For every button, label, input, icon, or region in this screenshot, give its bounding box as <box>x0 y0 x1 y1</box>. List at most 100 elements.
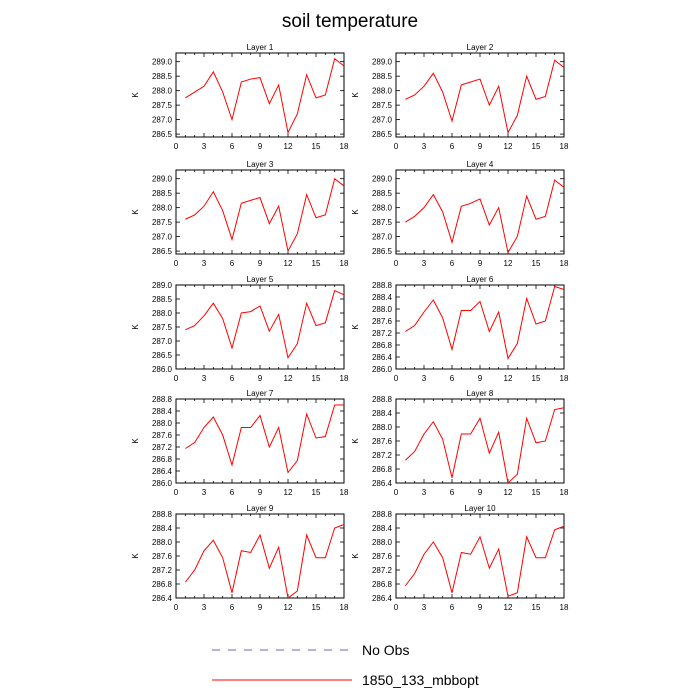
y-tick-label: 287.0 <box>372 116 393 125</box>
x-tick-label: 12 <box>504 603 513 612</box>
x-tick-label: 12 <box>284 142 293 151</box>
series-line <box>185 57 345 135</box>
x-tick-label: 18 <box>560 259 569 268</box>
x-tick-label: 15 <box>532 142 541 151</box>
panel-title: Layer 7 <box>247 389 274 398</box>
series-line <box>405 59 565 135</box>
y-tick-label: 287.6 <box>372 437 393 446</box>
y-tick-label: 287.2 <box>372 451 393 460</box>
x-tick-label: 6 <box>450 374 455 383</box>
x-tick-label: 6 <box>450 259 455 268</box>
x-tick-label: 3 <box>202 603 207 612</box>
x-tick-label: 9 <box>478 603 483 612</box>
y-tick-label: 286.8 <box>152 580 173 589</box>
y-tick-label: 286.4 <box>152 467 173 476</box>
x-tick-label: 0 <box>394 603 399 612</box>
x-tick-label: 18 <box>340 488 349 497</box>
series-line <box>405 285 565 360</box>
x-tick-label: 6 <box>230 374 235 383</box>
x-tick-label: 15 <box>312 603 321 612</box>
y-tick-label: 286.4 <box>372 353 393 362</box>
x-tick-label: 18 <box>340 603 349 612</box>
x-tick-label: 0 <box>394 488 399 497</box>
y-tick-label: 286.8 <box>152 455 173 464</box>
y-tick-label: 286.5 <box>372 130 393 139</box>
plot-frame <box>395 52 565 138</box>
y-tick-label: 286.8 <box>372 341 393 350</box>
x-tick-label: 15 <box>532 374 541 383</box>
figure-title: soil temperature <box>282 11 418 32</box>
y-axis-label: K <box>131 324 140 330</box>
x-tick-label: 18 <box>340 374 349 383</box>
y-tick-label: 286.4 <box>372 594 393 603</box>
y-tick-label: 286.4 <box>152 594 173 603</box>
y-tick-label: 288.8 <box>372 395 393 404</box>
x-tick-label: 18 <box>340 142 349 151</box>
y-tick-label: 287.2 <box>152 443 173 452</box>
plot-frame <box>395 169 565 255</box>
x-tick-label: 15 <box>532 488 541 497</box>
series-line <box>405 179 565 254</box>
series-line <box>404 525 565 597</box>
y-axis-label: K <box>131 92 140 98</box>
x-tick-label: 6 <box>230 259 235 268</box>
x-tick-label: 18 <box>560 603 569 612</box>
panel-title: Layer 2 <box>467 43 494 52</box>
y-tick-label: 288.8 <box>152 395 173 404</box>
y-axis-label: K <box>351 92 360 98</box>
panel-title: Layer 9 <box>247 504 274 513</box>
y-tick-label: 288.8 <box>372 510 393 519</box>
x-tick-label: 9 <box>478 142 483 151</box>
y-tick-label: 287.5 <box>152 323 173 332</box>
y-axis-label: K <box>351 553 360 559</box>
y-tick-label: 288.4 <box>372 293 393 302</box>
y-tick-label: 289.0 <box>152 281 173 290</box>
y-tick-label: 286.5 <box>152 351 173 360</box>
x-tick-label: 12 <box>284 259 293 268</box>
y-tick-label: 287.6 <box>152 431 173 440</box>
panel-title: Layer 5 <box>247 275 274 284</box>
y-tick-label: 287.5 <box>152 218 173 227</box>
x-tick-label: 9 <box>478 259 483 268</box>
x-tick-label: 0 <box>174 259 179 268</box>
x-tick-label: 0 <box>174 603 179 612</box>
y-tick-label: 286.5 <box>152 247 173 256</box>
y-tick-label: 287.6 <box>152 552 173 561</box>
y-tick-label: 288.5 <box>152 295 173 304</box>
y-tick-label: 286.5 <box>372 247 393 256</box>
x-tick-label: 15 <box>532 603 541 612</box>
x-tick-label: 9 <box>258 259 263 268</box>
legend-label-1: No Obs <box>362 642 409 658</box>
y-tick-label: 289.0 <box>152 175 173 184</box>
y-tick-label: 287.5 <box>372 101 393 110</box>
x-tick-label: 6 <box>230 603 235 612</box>
y-tick-label: 288.0 <box>152 87 173 96</box>
plot-frame <box>175 52 345 138</box>
x-tick-label: 12 <box>284 603 293 612</box>
x-tick-label: 15 <box>532 259 541 268</box>
x-tick-label: 6 <box>450 488 455 497</box>
x-tick-label: 0 <box>174 142 179 151</box>
panels-grid: Layer 1 0 3 6 9 12 15 18 286.5 287.0 287.5 288.0 288… <box>131 43 569 612</box>
y-tick-label: 287.6 <box>372 552 393 561</box>
panel-title: Layer 8 <box>467 389 494 398</box>
panel-title: Layer 1 <box>247 43 274 52</box>
y-tick-label: 287.6 <box>372 317 393 326</box>
y-tick-label: 287.5 <box>152 101 173 110</box>
y-tick-label: 286.0 <box>152 479 173 488</box>
x-tick-label: 3 <box>422 259 427 268</box>
x-tick-label: 3 <box>422 488 427 497</box>
x-tick-label: 0 <box>174 374 179 383</box>
x-tick-label: 18 <box>560 488 569 497</box>
y-tick-label: 288.5 <box>372 189 393 198</box>
panel-title: Layer 3 <box>247 160 274 169</box>
y-tick-label: 288.4 <box>152 407 173 416</box>
x-tick-label: 9 <box>258 603 263 612</box>
series-line <box>185 177 345 253</box>
x-tick-label: 3 <box>422 374 427 383</box>
y-tick-label: 288.5 <box>152 72 173 81</box>
x-tick-label: 12 <box>504 142 513 151</box>
y-tick-label: 288.5 <box>372 72 393 81</box>
x-tick-label: 18 <box>560 142 569 151</box>
